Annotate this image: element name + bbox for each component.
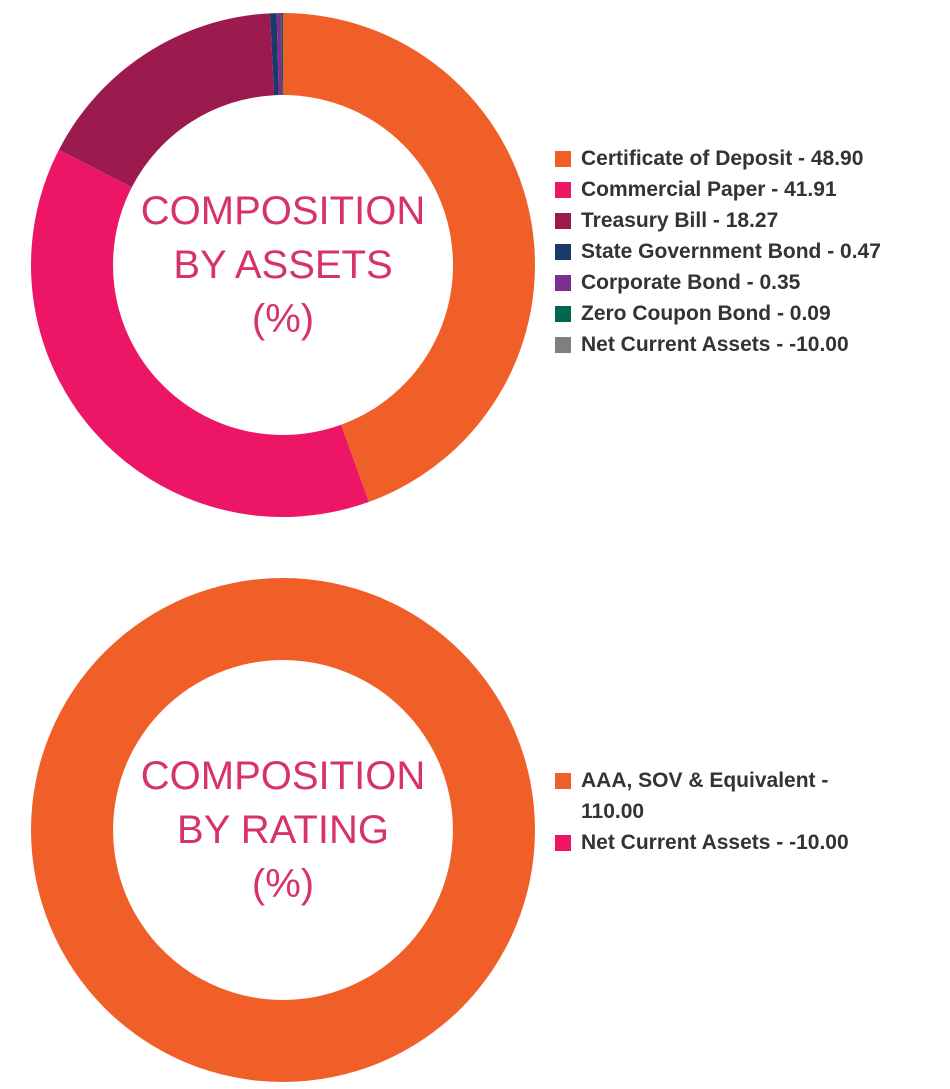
legend-item: State Government Bond - 0.47	[555, 236, 930, 267]
legend-label: Certificate of Deposit - 48.90	[581, 147, 864, 170]
legend-label: AAA, SOV & Equivalent - 110.00	[581, 769, 829, 823]
donut-slice	[281, 13, 283, 96]
title-line: (%)	[251, 862, 315, 906]
legend: AAA, SOV & Equivalent - 110.00 Net Curren…	[555, 765, 870, 858]
legend-swatch	[555, 213, 571, 229]
legend-item: AAA, SOV & Equivalent - 110.00	[555, 765, 870, 827]
legend-label: Commercial Paper - 41.91	[581, 178, 837, 201]
legend-swatch	[555, 337, 571, 353]
title-line: BY ASSETS	[173, 243, 393, 287]
legend-item: Net Current Assets - -10.00	[555, 827, 870, 858]
center-title: COMPOSITION BY ASSETS (%)	[123, 184, 443, 346]
legend-label: Net Current Assets - -10.00	[581, 831, 849, 854]
legend-item: Treasury Bill - 18.27	[555, 205, 930, 236]
center-title: COMPOSITION BY RATING (%)	[123, 749, 443, 911]
title-line: COMPOSITION	[140, 189, 426, 233]
title-line: BY RATING	[177, 808, 389, 852]
donut-slice	[30, 149, 369, 518]
legend-label: State Government Bond - 0.47	[581, 240, 881, 263]
legend-label: Net Current Assets - -10.00	[581, 333, 849, 356]
donut-slice	[31, 578, 535, 1082]
legend-swatch	[555, 182, 571, 198]
legend-swatch	[555, 835, 571, 851]
legend-item: Zero Coupon Bond - 0.09	[555, 298, 930, 329]
donut-slice	[276, 13, 283, 96]
legend-item: Commercial Paper - 41.91	[555, 174, 930, 205]
legend-swatch	[555, 275, 571, 291]
legend-label: Zero Coupon Bond - 0.09	[581, 302, 831, 325]
donut-slice	[269, 13, 279, 96]
legend-swatch	[555, 306, 571, 322]
legend-item: Corporate Bond - 0.35	[555, 267, 930, 298]
title-line: (%)	[251, 297, 315, 341]
legend-swatch	[555, 773, 571, 789]
legend-item: Net Current Assets - -10.00	[555, 329, 930, 360]
legend-label: Treasury Bill - 18.27	[581, 209, 779, 232]
legend-label: Corporate Bond - 0.35	[581, 271, 801, 294]
legend-swatch	[555, 151, 571, 167]
legend-item: Certificate of Deposit - 48.90	[555, 143, 930, 174]
legend-swatch	[555, 244, 571, 260]
donut-slice	[58, 13, 275, 188]
donut-slice	[283, 13, 536, 502]
legend: Certificate of Deposit - 48.90 Commercial…	[555, 143, 930, 360]
title-line: COMPOSITION	[140, 754, 426, 798]
